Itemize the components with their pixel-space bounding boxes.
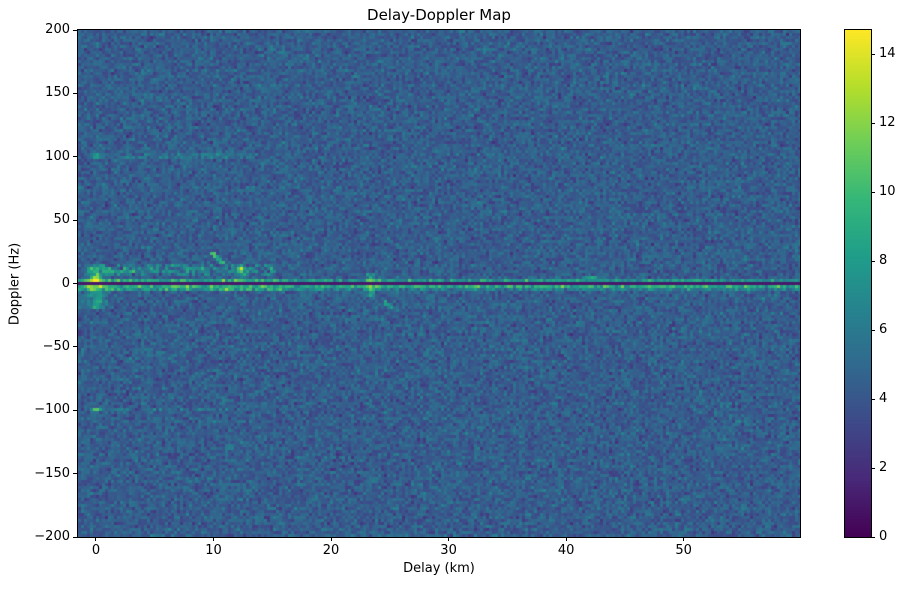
colorbar-tick-label: 8: [879, 253, 888, 269]
y-tick-mark: [73, 283, 77, 284]
y-tick-label: 0: [61, 275, 70, 291]
y-tick-mark: [73, 92, 77, 94]
colorbar-tick-label: 12: [879, 115, 896, 131]
colorbar-tick-mark: [871, 260, 875, 262]
x-tick-mark: [565, 537, 567, 541]
heatmap-plot: [77, 29, 801, 538]
colorbar-tick-mark: [871, 329, 875, 331]
y-tick-mark: [73, 473, 77, 475]
y-tick-mark: [73, 29, 77, 31]
y-tick-mark: [73, 219, 77, 221]
x-tick-label: 0: [91, 543, 101, 558]
y-tick-label: −200: [34, 529, 70, 544]
x-tick-label: 20: [322, 543, 340, 558]
colorbar-tick-mark: [871, 536, 875, 538]
colorbar-tick-mark: [871, 467, 875, 469]
y-axis-label: Doppler (Hz): [7, 242, 23, 326]
x-tick-label: 10: [205, 543, 222, 558]
colorbar-tick-label: 14: [879, 46, 896, 62]
colorbar-tick-label: 4: [879, 391, 888, 407]
y-tick-mark: [73, 156, 77, 158]
y-tick-label: −50: [42, 338, 70, 354]
y-tick-mark: [73, 536, 77, 538]
x-tick-label: 40: [557, 543, 575, 558]
x-tick-mark: [683, 537, 685, 541]
colorbar-tick-label: 2: [879, 460, 888, 476]
x-tick-mark: [330, 537, 332, 541]
colorbar-tick-mark: [871, 122, 875, 124]
colorbar: [844, 29, 872, 538]
chart-title: Delay-Doppler Map: [367, 6, 511, 24]
x-tick-label: 30: [440, 543, 457, 558]
y-tick-mark: [73, 346, 77, 348]
x-tick-mark: [448, 537, 450, 541]
y-tick-label: 50: [53, 212, 70, 228]
colorbar-tick-mark: [871, 398, 875, 400]
colorbar-canvas: [845, 30, 871, 537]
y-tick-label: 100: [45, 148, 70, 164]
heatmap-canvas: [78, 30, 800, 537]
colorbar-tick-mark: [871, 53, 875, 55]
x-tick-mark: [213, 537, 214, 541]
x-tick-label: 50: [675, 543, 692, 558]
y-tick-label: 200: [45, 22, 70, 37]
x-axis-label: Delay (km): [403, 561, 475, 576]
y-tick-mark: [73, 409, 77, 411]
y-tick-label: −150: [34, 465, 70, 481]
colorbar-tick-mark: [871, 191, 875, 193]
colorbar-tick-label: 6: [879, 322, 888, 338]
x-tick-mark: [95, 537, 97, 541]
colorbar-tick-label: 0: [879, 529, 888, 544]
y-tick-label: 150: [45, 85, 70, 101]
colorbar-tick-label: 10: [879, 184, 896, 200]
y-tick-label: −100: [34, 402, 70, 418]
